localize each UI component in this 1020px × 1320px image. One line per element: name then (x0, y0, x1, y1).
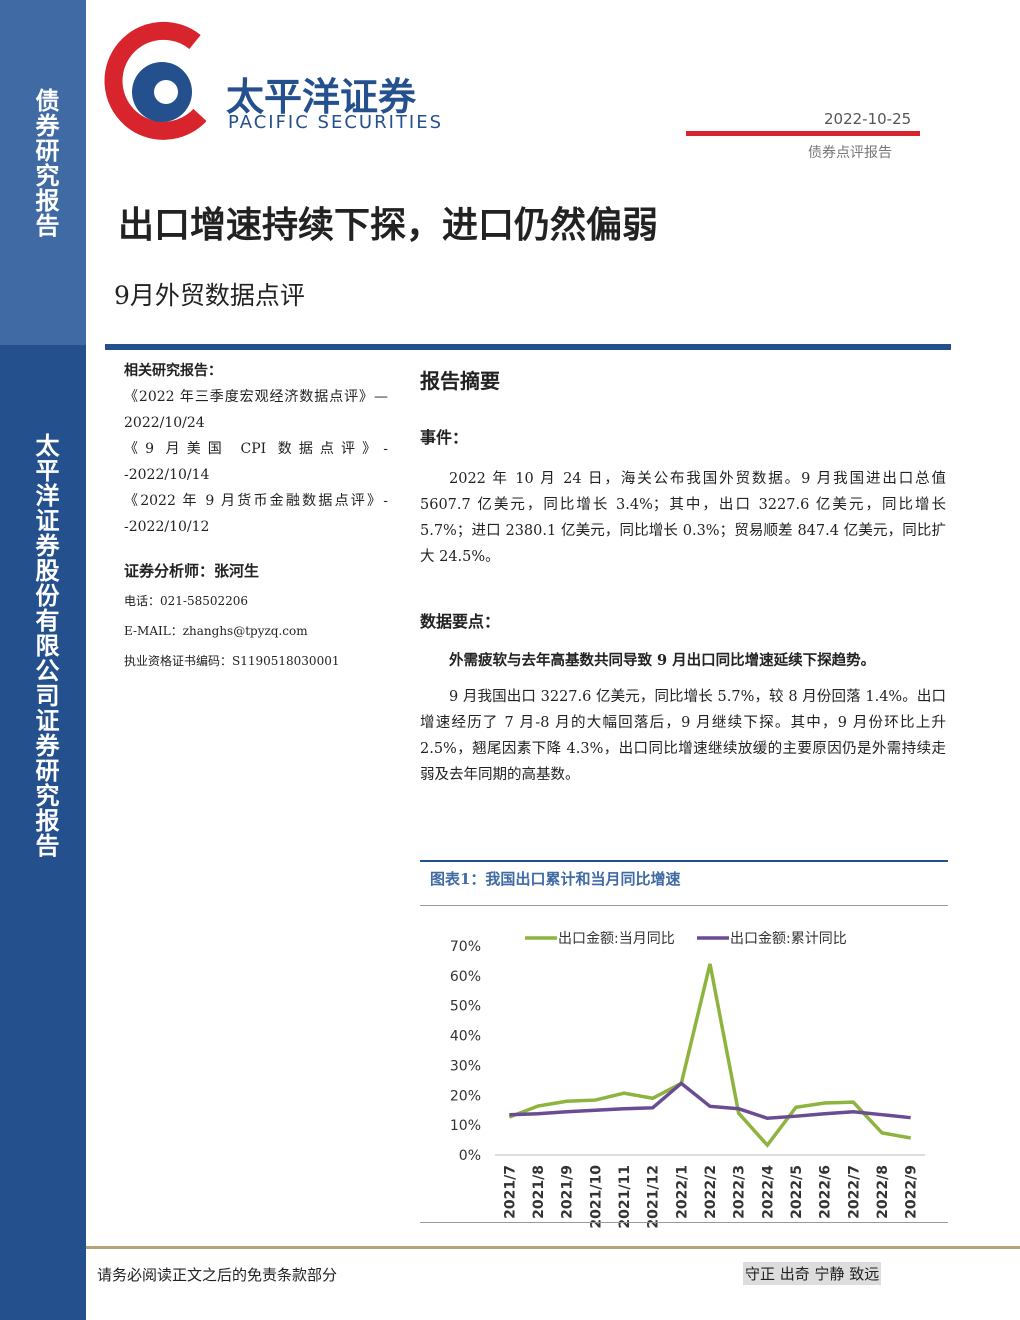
x-tick-label: 2022/9 (904, 1165, 920, 1219)
related-heading: 相关研究报告： (124, 363, 222, 379)
x-tick-label: 2022/5 (789, 1165, 805, 1219)
figure-rule (420, 1222, 948, 1223)
series-line (509, 1081, 911, 1121)
x-tick-label: 2021/7 (502, 1165, 518, 1219)
y-tick-label: 10% (450, 1118, 481, 1134)
sidebar-top: 债券研究报告 (0, 0, 86, 345)
x-tick-label: 2022/3 (732, 1165, 748, 1219)
series-line (508, 963, 911, 1148)
summary: 报告摘要 事件： 2022 年 10 月 24 日，海关公布我国外贸数据。9 月… (420, 365, 946, 788)
related-item: 《2022 年 9 月货币金融数据点评》--2022/10/12 (124, 493, 388, 535)
motto: 守正 出奇 宁静 致远 (743, 1262, 882, 1285)
disclaimer: 请务必阅读正文之后的免责条款部分 (97, 1266, 338, 1284)
phone: 电话：021-58502206 (124, 594, 249, 608)
y-tick-label: 70% (450, 939, 481, 955)
email: E-MAIL：zhanghs@tpyzq.com (124, 624, 308, 638)
y-tick-label: 20% (450, 1088, 481, 1104)
sidebar-bottom: 太平洋证券股份有限公司证券研究报告 (0, 345, 86, 1320)
x-tick-label: 2022/1 (674, 1165, 690, 1219)
figure-rule (420, 860, 948, 862)
sidebar-text: 太平洋证券股份有限公司证券研究报告 (31, 433, 60, 858)
date: 2022-10-25 (824, 110, 912, 128)
x-tick-label: 2021/9 (560, 1165, 576, 1219)
title: 出口增速持续下探，进口仍然偏弱 (118, 204, 659, 246)
x-tick-label: 2021/10 (588, 1165, 604, 1229)
event-heading: 事件： (420, 428, 469, 447)
x-tick-label: 2022/7 (846, 1165, 862, 1219)
subtitle: 9月外贸数据点评 (114, 281, 305, 310)
points-heading: 数据要点： (420, 612, 501, 631)
x-tick-label: 2021/11 (617, 1165, 633, 1229)
event-text: 2022 年 10 月 24 日，海关公布我国外贸数据。9 月我国进出口总值 5… (420, 471, 946, 565)
footer-rule (86, 1246, 1020, 1249)
x-tick-label: 2022/4 (760, 1165, 776, 1219)
y-tick-label: 0% (459, 1148, 481, 1164)
legend-label: 出口金额:累计同比 (730, 931, 847, 947)
brand-en: PACIFIC SECURITIES (228, 112, 443, 133)
x-tick-label: 2022/6 (818, 1165, 834, 1219)
blue-rule (105, 344, 951, 350)
y-tick-label: 50% (450, 999, 481, 1015)
report-type: 债券点评报告 (808, 145, 892, 161)
y-tick-label: 40% (450, 1029, 481, 1045)
left-column: 相关研究报告： 《2022 年三季度宏观经济数据点评》—2022/10/24 《… (124, 358, 388, 676)
x-tick-label: 2021/12 (646, 1165, 662, 1229)
analyst: 证券分析师：张河生 (124, 562, 260, 580)
logo (104, 21, 207, 140)
legend-label: 出口金额:当月同比 (558, 931, 675, 947)
figure-rule (420, 905, 948, 906)
brand: 太平洋证券 (226, 75, 417, 119)
red-rule (686, 131, 920, 136)
related-item: 《2022 年三季度宏观经济数据点评》—2022/10/24 (124, 389, 388, 431)
point-bold: 外需疲软与去年高基数共同导致 9 月出口同比增速延续下探趋势。 (449, 652, 876, 669)
y-tick-label: 30% (450, 1058, 481, 1074)
x-tick-label: 2021/8 (531, 1165, 547, 1219)
related-item: 《9 月美国 CPI 数据点评》--2022/10/14 (124, 441, 388, 483)
point-text: 9 月我国出口 3227.6 亿美元，同比增长 5.7%，较 8 月份回落 1.… (420, 689, 946, 783)
license: 执业资格证书编码：S1190518030001 (124, 654, 340, 668)
sidebar-text: 债券研究报告 (31, 88, 60, 238)
x-tick-label: 2022/8 (875, 1165, 891, 1219)
x-tick-label: 2022/2 (703, 1165, 719, 1219)
summary-heading: 报告摘要 (420, 369, 500, 393)
y-tick-label: 60% (450, 969, 481, 985)
figure-caption: 图表1：我国出口累计和当月同比增速 (430, 870, 681, 888)
